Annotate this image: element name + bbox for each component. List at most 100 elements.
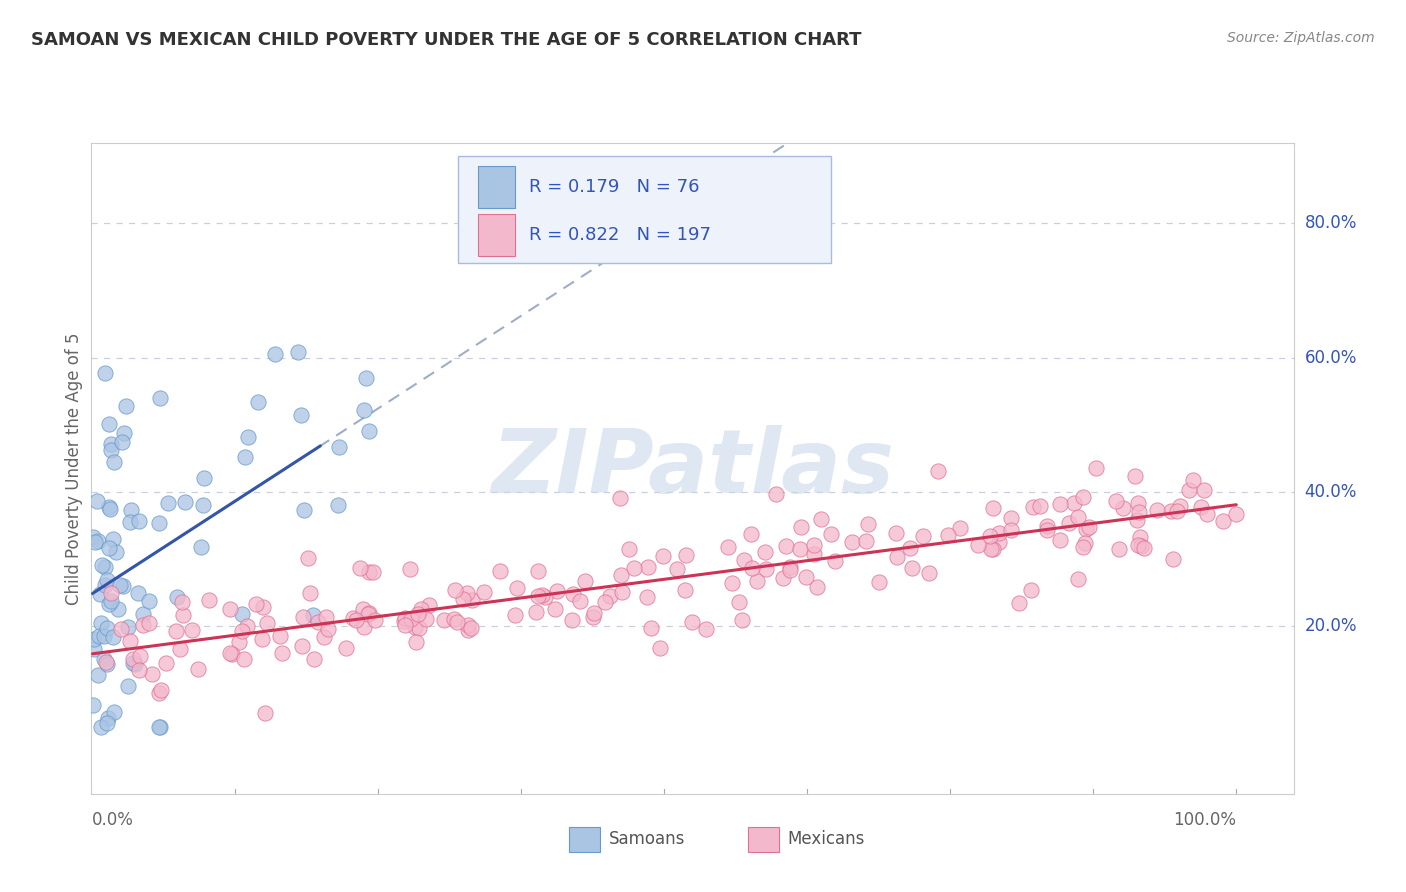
- Point: [1000, 523, 1022, 537]
- Point: [129, 648, 152, 663]
- Point: [1067, 510, 1090, 524]
- Text: 40.0%: 40.0%: [1305, 483, 1357, 500]
- Point: [1178, 483, 1201, 497]
- Text: Source: ZipAtlas.com: Source: ZipAtlas.com: [1227, 31, 1375, 45]
- Point: [228, 635, 250, 649]
- Point: [1129, 539, 1152, 553]
- Point: [111, 435, 134, 450]
- Point: [356, 371, 378, 385]
- Point: [1108, 541, 1130, 556]
- Point: [1049, 497, 1071, 511]
- Point: [623, 561, 645, 575]
- Point: [1166, 504, 1188, 518]
- Point: [803, 547, 825, 561]
- Point: [221, 647, 243, 661]
- Point: [524, 605, 547, 619]
- Point: [87, 667, 110, 681]
- Point: [741, 561, 763, 575]
- Point: [1225, 507, 1247, 521]
- Point: [911, 529, 934, 543]
- Point: [357, 565, 380, 579]
- Point: [290, 408, 312, 422]
- Point: [328, 440, 350, 454]
- Point: [93, 367, 115, 381]
- Point: [433, 613, 456, 627]
- Point: [94, 560, 117, 574]
- Point: [96, 657, 118, 672]
- Point: [1000, 510, 1022, 524]
- Point: [101, 630, 124, 644]
- Point: [404, 620, 426, 634]
- Point: [170, 595, 193, 609]
- Point: [1073, 536, 1095, 550]
- Point: [148, 516, 170, 530]
- Point: [1129, 530, 1152, 544]
- Point: [252, 599, 274, 614]
- Point: [987, 534, 1010, 549]
- Point: [599, 589, 621, 603]
- Point: [218, 601, 240, 615]
- Point: [233, 450, 256, 464]
- Point: [104, 545, 127, 559]
- Point: [392, 615, 415, 629]
- Point: [1128, 505, 1150, 519]
- Point: [117, 679, 139, 693]
- Point: [82, 530, 104, 544]
- Point: [352, 601, 374, 615]
- Point: [1212, 514, 1234, 528]
- Point: [83, 642, 105, 657]
- Point: [824, 554, 846, 568]
- Text: SAMOAN VS MEXICAN CHILD POVERTY UNDER THE AGE OF 5 CORRELATION CHART: SAMOAN VS MEXICAN CHILD POVERTY UNDER TH…: [31, 31, 862, 49]
- Point: [582, 609, 605, 624]
- Point: [353, 402, 375, 417]
- Point: [89, 587, 111, 601]
- Point: [534, 590, 557, 604]
- Point: [754, 545, 776, 559]
- Point: [342, 611, 364, 625]
- Point: [979, 529, 1001, 543]
- Point: [574, 574, 596, 589]
- FancyBboxPatch shape: [478, 213, 515, 256]
- Point: [898, 541, 921, 556]
- Point: [169, 642, 191, 657]
- Point: [527, 564, 550, 578]
- Point: [1077, 519, 1099, 533]
- Point: [96, 716, 118, 731]
- Point: [1008, 596, 1031, 610]
- Point: [150, 682, 173, 697]
- Point: [1074, 522, 1097, 536]
- Point: [810, 512, 832, 526]
- Point: [132, 607, 155, 622]
- Point: [103, 455, 125, 469]
- Point: [256, 615, 278, 630]
- Point: [394, 611, 416, 625]
- Point: [1112, 501, 1135, 516]
- Point: [841, 534, 863, 549]
- Point: [236, 619, 259, 633]
- Text: 20.0%: 20.0%: [1305, 617, 1357, 635]
- Point: [117, 620, 139, 634]
- Point: [406, 607, 429, 622]
- Point: [149, 720, 172, 734]
- Point: [165, 624, 187, 639]
- Point: [456, 585, 478, 599]
- Point: [98, 598, 121, 612]
- Point: [98, 417, 121, 432]
- Point: [1057, 516, 1080, 530]
- Text: 80.0%: 80.0%: [1305, 214, 1357, 232]
- Point: [461, 592, 484, 607]
- Point: [357, 607, 380, 621]
- Point: [675, 582, 697, 597]
- Point: [250, 632, 273, 646]
- Point: [415, 612, 437, 626]
- Point: [401, 612, 423, 626]
- Point: [733, 553, 755, 567]
- Point: [344, 613, 367, 627]
- Point: [1071, 490, 1094, 504]
- Point: [112, 425, 135, 440]
- Point: [100, 594, 122, 608]
- Point: [546, 583, 568, 598]
- Point: [326, 498, 349, 512]
- Point: [1161, 552, 1184, 566]
- Point: [886, 549, 908, 564]
